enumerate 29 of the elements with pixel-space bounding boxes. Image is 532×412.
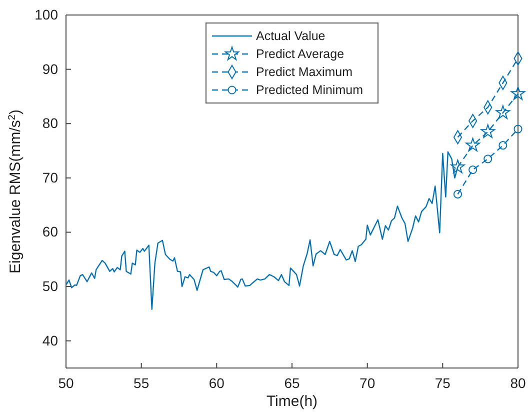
y-tick-label: 100 (34, 6, 58, 22)
point (450, 160, 465, 174)
point (498, 141, 508, 150)
y-tick-label: 70 (42, 169, 58, 186)
point (466, 138, 480, 152)
x-axis-title: Time(h) (266, 393, 318, 410)
point (496, 105, 510, 119)
x-tick-label: 80 (510, 374, 526, 391)
point (480, 124, 496, 138)
y-tick-label: 90 (42, 60, 58, 77)
legend-label: Actual Value (256, 29, 326, 43)
x-tick-label: 65 (284, 374, 300, 391)
legend-label: Predict Maximum (256, 65, 353, 79)
legend-label: Predict Average (256, 47, 344, 61)
point (468, 166, 478, 174)
point (453, 190, 462, 198)
x-tick-label: 75 (434, 374, 451, 391)
point (514, 124, 522, 134)
y-tick-label: 50 (42, 278, 58, 294)
point (484, 154, 492, 164)
y-tick-label: 40 (42, 332, 58, 348)
x-tick-label: 60 (208, 374, 225, 391)
x-tick-label: 50 (58, 374, 74, 391)
y-tick-label: 80 (42, 115, 58, 132)
legend-label: Predicted Minimum (256, 83, 363, 97)
x-tick-label: 70 (360, 374, 376, 391)
point (510, 86, 526, 100)
y-tick-label: 60 (42, 224, 58, 240)
x-tick-label: 55 (134, 374, 150, 391)
